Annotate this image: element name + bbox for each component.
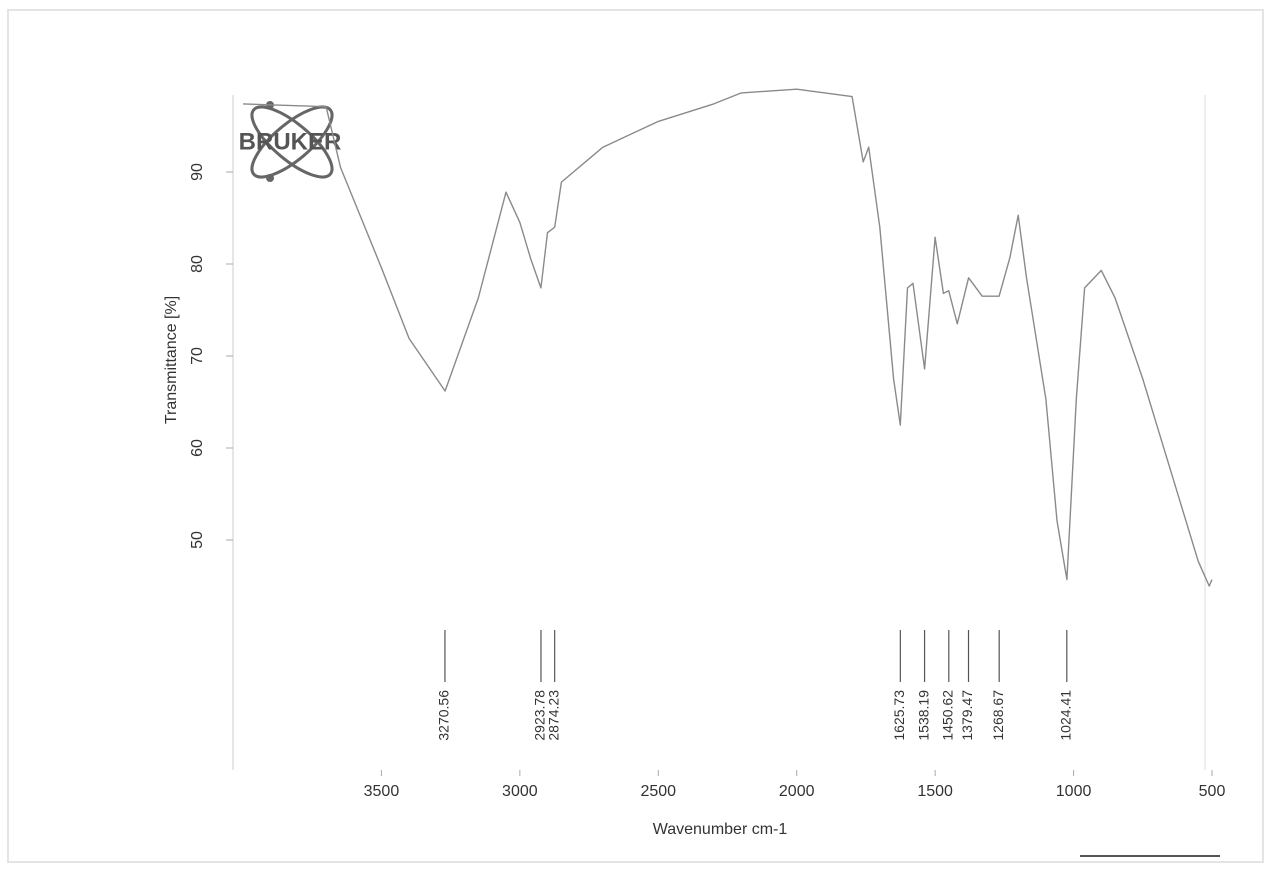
x-tick-label: 2500 [640, 783, 676, 800]
peak-label: 3270.56 [436, 690, 452, 741]
y-axis-label: Transmittance [%] [163, 296, 180, 424]
spectrum-line [242, 88, 1213, 587]
y-tick-label: 60 [189, 439, 206, 457]
peak-label: 1024.41 [1058, 690, 1074, 741]
peak-label: 1625.73 [891, 690, 907, 741]
y-tick-label: 90 [189, 163, 206, 181]
x-tick-label: 2000 [779, 783, 815, 800]
peak-label: 1538.19 [915, 690, 931, 741]
x-tick-label: 3500 [364, 783, 400, 800]
y-tick-label: 80 [189, 255, 206, 273]
y-tick-label: 50 [189, 531, 206, 549]
peak-label: 1268.67 [990, 690, 1006, 741]
x-tick-label: 500 [1199, 783, 1226, 800]
y-tick-label: 70 [189, 347, 206, 365]
x-tick-label: 1500 [917, 783, 953, 800]
x-tick-label: 3000 [502, 783, 538, 800]
peak-label: 1379.47 [959, 690, 975, 741]
peak-label: 2874.23 [545, 690, 561, 741]
peak-label: 1450.62 [940, 690, 956, 741]
peak-label: 2923.78 [532, 690, 548, 741]
x-tick-label: 1000 [1056, 783, 1092, 800]
logo-text: BRUKER [239, 128, 342, 155]
frame [7, 9, 1264, 863]
logo: BRUKER [239, 101, 342, 182]
x-axis-label: Wavenumber cm-1 [653, 821, 788, 838]
